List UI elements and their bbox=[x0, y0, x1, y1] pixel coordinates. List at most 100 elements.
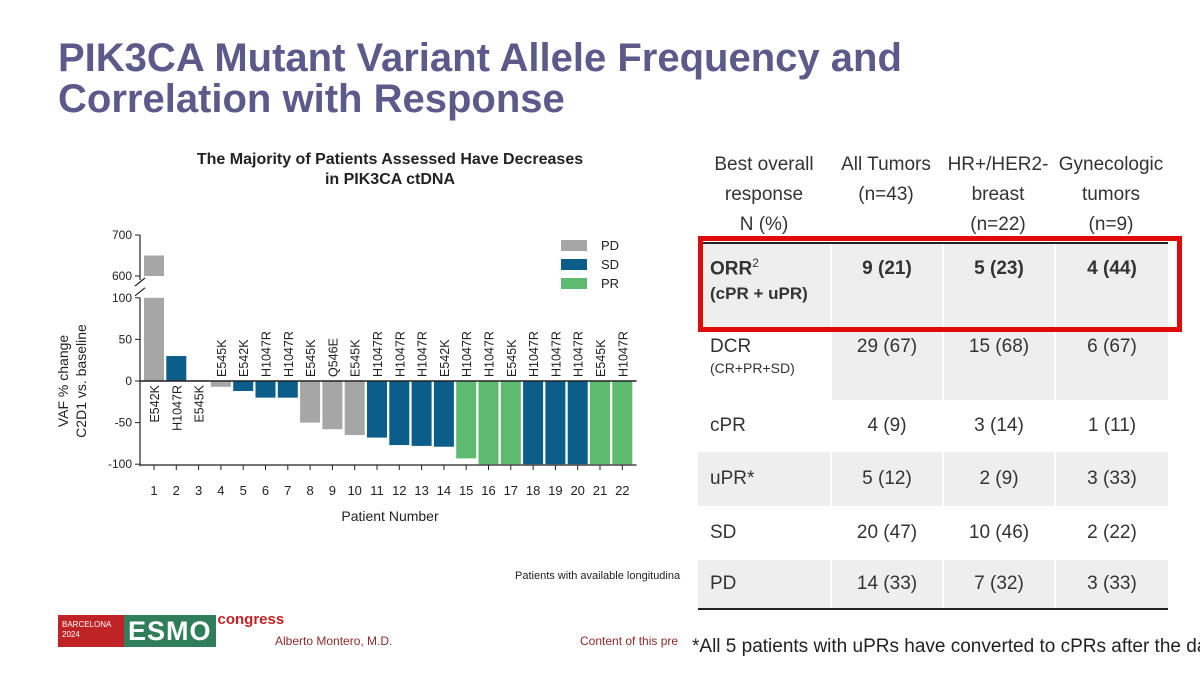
column-divider bbox=[830, 244, 832, 328]
esmo-logo: BARCELONA 2024 ESMO congress bbox=[58, 611, 284, 647]
header-text: (n=22) bbox=[970, 214, 1026, 235]
header-hr-her2-breast: HR+/HER2- breast (n=22) bbox=[942, 150, 1054, 240]
x-tick-label: 22 bbox=[615, 483, 629, 498]
y-axis-label: VAF % change bbox=[55, 335, 71, 428]
bar-patient-22 bbox=[612, 381, 633, 465]
row-label-sub: (CR+PR+SD) bbox=[710, 360, 795, 376]
x-tick-label: 7 bbox=[284, 483, 291, 498]
mutation-label: E542K bbox=[237, 339, 251, 377]
x-tick-label: 13 bbox=[414, 483, 428, 498]
header-best-overall-response: Best overall response N (%) bbox=[698, 150, 830, 240]
cell-gynecologic: 6 (67) bbox=[1056, 328, 1168, 400]
table-row-sd: SD 20 (47) 10 (46) 2 (22) bbox=[698, 506, 1168, 560]
x-tick-label: 5 bbox=[240, 483, 247, 498]
response-table: Best overall response N (%) All Tumors (… bbox=[690, 130, 1176, 610]
vaf-bar-chart: -100 -50 0 50 100 600 700 VAF % change C2D1 vs. … bbox=[55, 228, 637, 524]
bar-patient-17 bbox=[500, 381, 521, 465]
x-tick-label: 2 bbox=[173, 483, 180, 498]
row-label-main: ORR2 bbox=[710, 256, 759, 280]
axis-break-mark bbox=[134, 287, 146, 297]
column-divider bbox=[1054, 560, 1056, 608]
bar-patient-16 bbox=[478, 381, 499, 465]
mutation-label: E545K bbox=[594, 339, 608, 377]
x-tick-label: 3 bbox=[195, 483, 202, 498]
cell-all-tumors: 20 (47) bbox=[856, 522, 918, 543]
x-tick-label: 15 bbox=[459, 483, 473, 498]
mutation-label: E545K bbox=[349, 339, 363, 377]
mutation-label: E545K bbox=[505, 339, 519, 377]
chart-footnote: Patients with available longitudina bbox=[515, 570, 681, 582]
cell-all-tumors: 4 (9) bbox=[867, 415, 907, 436]
bar-patient-12 bbox=[389, 381, 410, 446]
mutation-label: H1047R bbox=[616, 331, 630, 377]
legend-swatch-pd bbox=[561, 240, 587, 251]
x-tick-label: 12 bbox=[392, 483, 406, 498]
author-name: Alberto Montero, M.D. bbox=[275, 634, 393, 648]
cell-hr-her2-breast: 3 (14) bbox=[974, 415, 1024, 436]
header-text: (n=43) bbox=[858, 184, 914, 205]
mutation-label: H1047R bbox=[371, 331, 385, 377]
header-gynecologic-tumors: Gynecologic tumors (n=9) bbox=[1054, 150, 1168, 240]
slide-title-line-2: Correlation with Response bbox=[58, 77, 565, 121]
x-tick-label: 17 bbox=[504, 483, 518, 498]
mutation-label: H1047R bbox=[460, 331, 474, 377]
table-row-upr: uPR* 5 (12) 2 (9) 3 (33) bbox=[698, 452, 1168, 506]
logo-congress: congress bbox=[217, 611, 285, 628]
cell-all-tumors: 5 (12) bbox=[862, 468, 912, 489]
legend-label-pr: PR bbox=[601, 276, 619, 291]
y-tick-label: 0 bbox=[125, 374, 132, 388]
column-divider bbox=[1054, 244, 1056, 328]
bar-patient-13 bbox=[411, 381, 432, 446]
header-all-tumors: All Tumors (n=43) bbox=[830, 150, 942, 210]
mutation-label: E545K bbox=[304, 339, 318, 377]
cell-gynecologic: 1 (11) bbox=[1087, 415, 1137, 436]
legend-label-sd: SD bbox=[601, 257, 619, 272]
y-axis-label: C2D1 vs. baseline bbox=[73, 324, 89, 438]
bar-patient-21 bbox=[590, 381, 610, 465]
mutation-label: H1047R bbox=[549, 331, 563, 377]
header-text: tumors bbox=[1081, 184, 1141, 205]
column-divider bbox=[942, 452, 944, 506]
header-text: breast bbox=[971, 184, 1025, 205]
row-label: PD bbox=[710, 573, 737, 594]
row-label: cPR bbox=[710, 415, 746, 436]
y-tick-label: 100 bbox=[112, 291, 132, 305]
legend-swatch-pr bbox=[561, 278, 587, 289]
chart-title-line-1: The Majority of Patients Assessed Have D… bbox=[196, 151, 584, 168]
table-row-orr: ORR2 (cPR + uPR) 9 (21) 5 (23) 4 (44) bbox=[698, 244, 1168, 328]
bar-patient-11 bbox=[367, 381, 387, 438]
x-tick-label: 14 bbox=[437, 483, 451, 498]
bar-patient-8 bbox=[300, 381, 321, 423]
row-label-text: ORR bbox=[710, 258, 753, 280]
mutation-label: Q546E bbox=[326, 338, 340, 377]
x-tick-label: 8 bbox=[306, 483, 313, 498]
x-tick-label: 9 bbox=[329, 483, 336, 498]
bar-patient-15 bbox=[456, 381, 477, 459]
y-tick-label: 50 bbox=[119, 332, 133, 346]
legend-label-pd: PD bbox=[601, 238, 619, 253]
cell-hr-her2-breast: 15 (68) bbox=[944, 328, 1054, 400]
mutation-label: H1047R bbox=[483, 331, 497, 377]
slide-title: PIK3CA Mutant Variant Allele Frequency a… bbox=[58, 38, 918, 120]
cell-hr-her2-breast: 2 (9) bbox=[979, 468, 1019, 489]
bar-patient-20 bbox=[567, 381, 588, 465]
mutation-label: H1047R bbox=[282, 331, 296, 377]
bar-patient-9 bbox=[322, 381, 343, 430]
mutation-label: H1047R bbox=[170, 385, 184, 431]
orr-highlight-box bbox=[698, 236, 1182, 332]
mutation-label: E545K bbox=[193, 384, 207, 422]
mutation-label: H1047R bbox=[393, 331, 407, 377]
x-tick-label: 20 bbox=[570, 483, 584, 498]
y-tick-label: -100 bbox=[108, 457, 132, 471]
bar-patient-4 bbox=[210, 381, 231, 387]
header-divider bbox=[698, 242, 1168, 244]
x-tick-label: 11 bbox=[370, 483, 384, 498]
row-label: DCR (CR+PR+SD) bbox=[698, 328, 830, 400]
bar-patient-1 bbox=[144, 297, 164, 381]
bar-patient-10 bbox=[344, 381, 365, 436]
table-row-cpr: cPR 4 (9) 3 (14) 1 (11) bbox=[698, 400, 1168, 452]
header-text: N (%) bbox=[739, 214, 789, 235]
row-label-main: DCR bbox=[710, 336, 752, 357]
column-divider bbox=[1054, 452, 1056, 506]
mutation-label: H1047R bbox=[527, 331, 541, 377]
